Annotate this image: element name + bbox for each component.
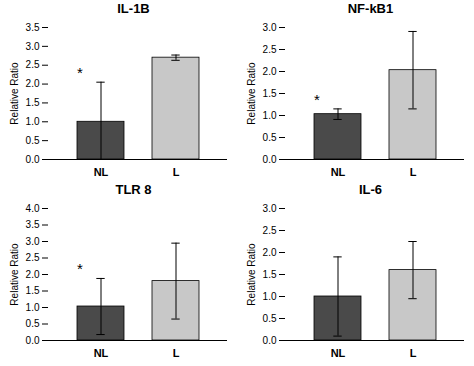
svg-text:4.0: 4.0 (26, 203, 40, 214)
svg-text:2.5: 2.5 (26, 59, 40, 70)
html-text:IL-6: IL-6 (358, 182, 383, 197)
svg-text:*: * (77, 260, 83, 277)
svg-text:2.5: 2.5 (263, 44, 277, 55)
svg-text:0.0: 0.0 (26, 154, 40, 165)
html-text:IL-1B: IL-1B (117, 1, 150, 16)
svg-text:3.0: 3.0 (263, 203, 277, 214)
svg-text:L: L (173, 347, 180, 359)
svg-text:NL: NL (94, 347, 109, 359)
svg-text:0.5: 0.5 (263, 313, 277, 324)
svg-text:0.0: 0.0 (263, 154, 277, 165)
svg-text:NL: NL (331, 166, 346, 178)
svg-text:3.5: 3.5 (26, 219, 40, 230)
svg-text:Relative Ratio: Relative Ratio (9, 243, 20, 306)
svg-text:1.0: 1.0 (26, 116, 40, 127)
svg-text:NL: NL (94, 166, 109, 178)
svg-text:3.0: 3.0 (263, 22, 277, 33)
html-text:TLR 8: TLR 8 (115, 182, 152, 197)
svg-text:L: L (173, 166, 180, 178)
svg-text:L: L (410, 166, 417, 178)
html-text:NF-kB1: NF-kB1 (347, 1, 394, 16)
svg-text:2.0: 2.0 (263, 247, 277, 258)
svg-text:0.0: 0.0 (26, 335, 40, 346)
svg-text:Relative Ratio: Relative Ratio (246, 243, 257, 306)
svg-text:2.5: 2.5 (263, 225, 277, 236)
svg-text:3.0: 3.0 (26, 41, 40, 52)
svg-text:2.0: 2.0 (26, 269, 40, 280)
svg-text:1.5: 1.5 (26, 97, 40, 108)
svg-text:1.0: 1.0 (263, 110, 277, 121)
svg-text:3.5: 3.5 (26, 22, 40, 33)
svg-text:*: * (314, 91, 320, 108)
svg-text:3.0: 3.0 (26, 236, 40, 247)
svg-text:Relative Ratio: Relative Ratio (246, 62, 257, 125)
svg-text:Relative Ratio: Relative Ratio (9, 62, 20, 125)
svg-text:2.0: 2.0 (26, 78, 40, 89)
svg-text:1.0: 1.0 (263, 291, 277, 302)
svg-text:0.0: 0.0 (263, 335, 277, 346)
svg-text:0.5: 0.5 (26, 135, 40, 146)
svg-text:1.5: 1.5 (26, 285, 40, 296)
svg-text:0.5: 0.5 (26, 318, 40, 329)
svg-text:2.0: 2.0 (263, 66, 277, 77)
svg-text:2.5: 2.5 (26, 252, 40, 263)
svg-text:1.0: 1.0 (26, 302, 40, 313)
svg-text:1.5: 1.5 (263, 88, 277, 99)
svg-text:1.5: 1.5 (263, 269, 277, 280)
svg-text:0.5: 0.5 (263, 132, 277, 143)
svg-text:L: L (410, 347, 417, 359)
svg-text:NL: NL (331, 347, 346, 359)
svg-text:*: * (77, 64, 83, 81)
